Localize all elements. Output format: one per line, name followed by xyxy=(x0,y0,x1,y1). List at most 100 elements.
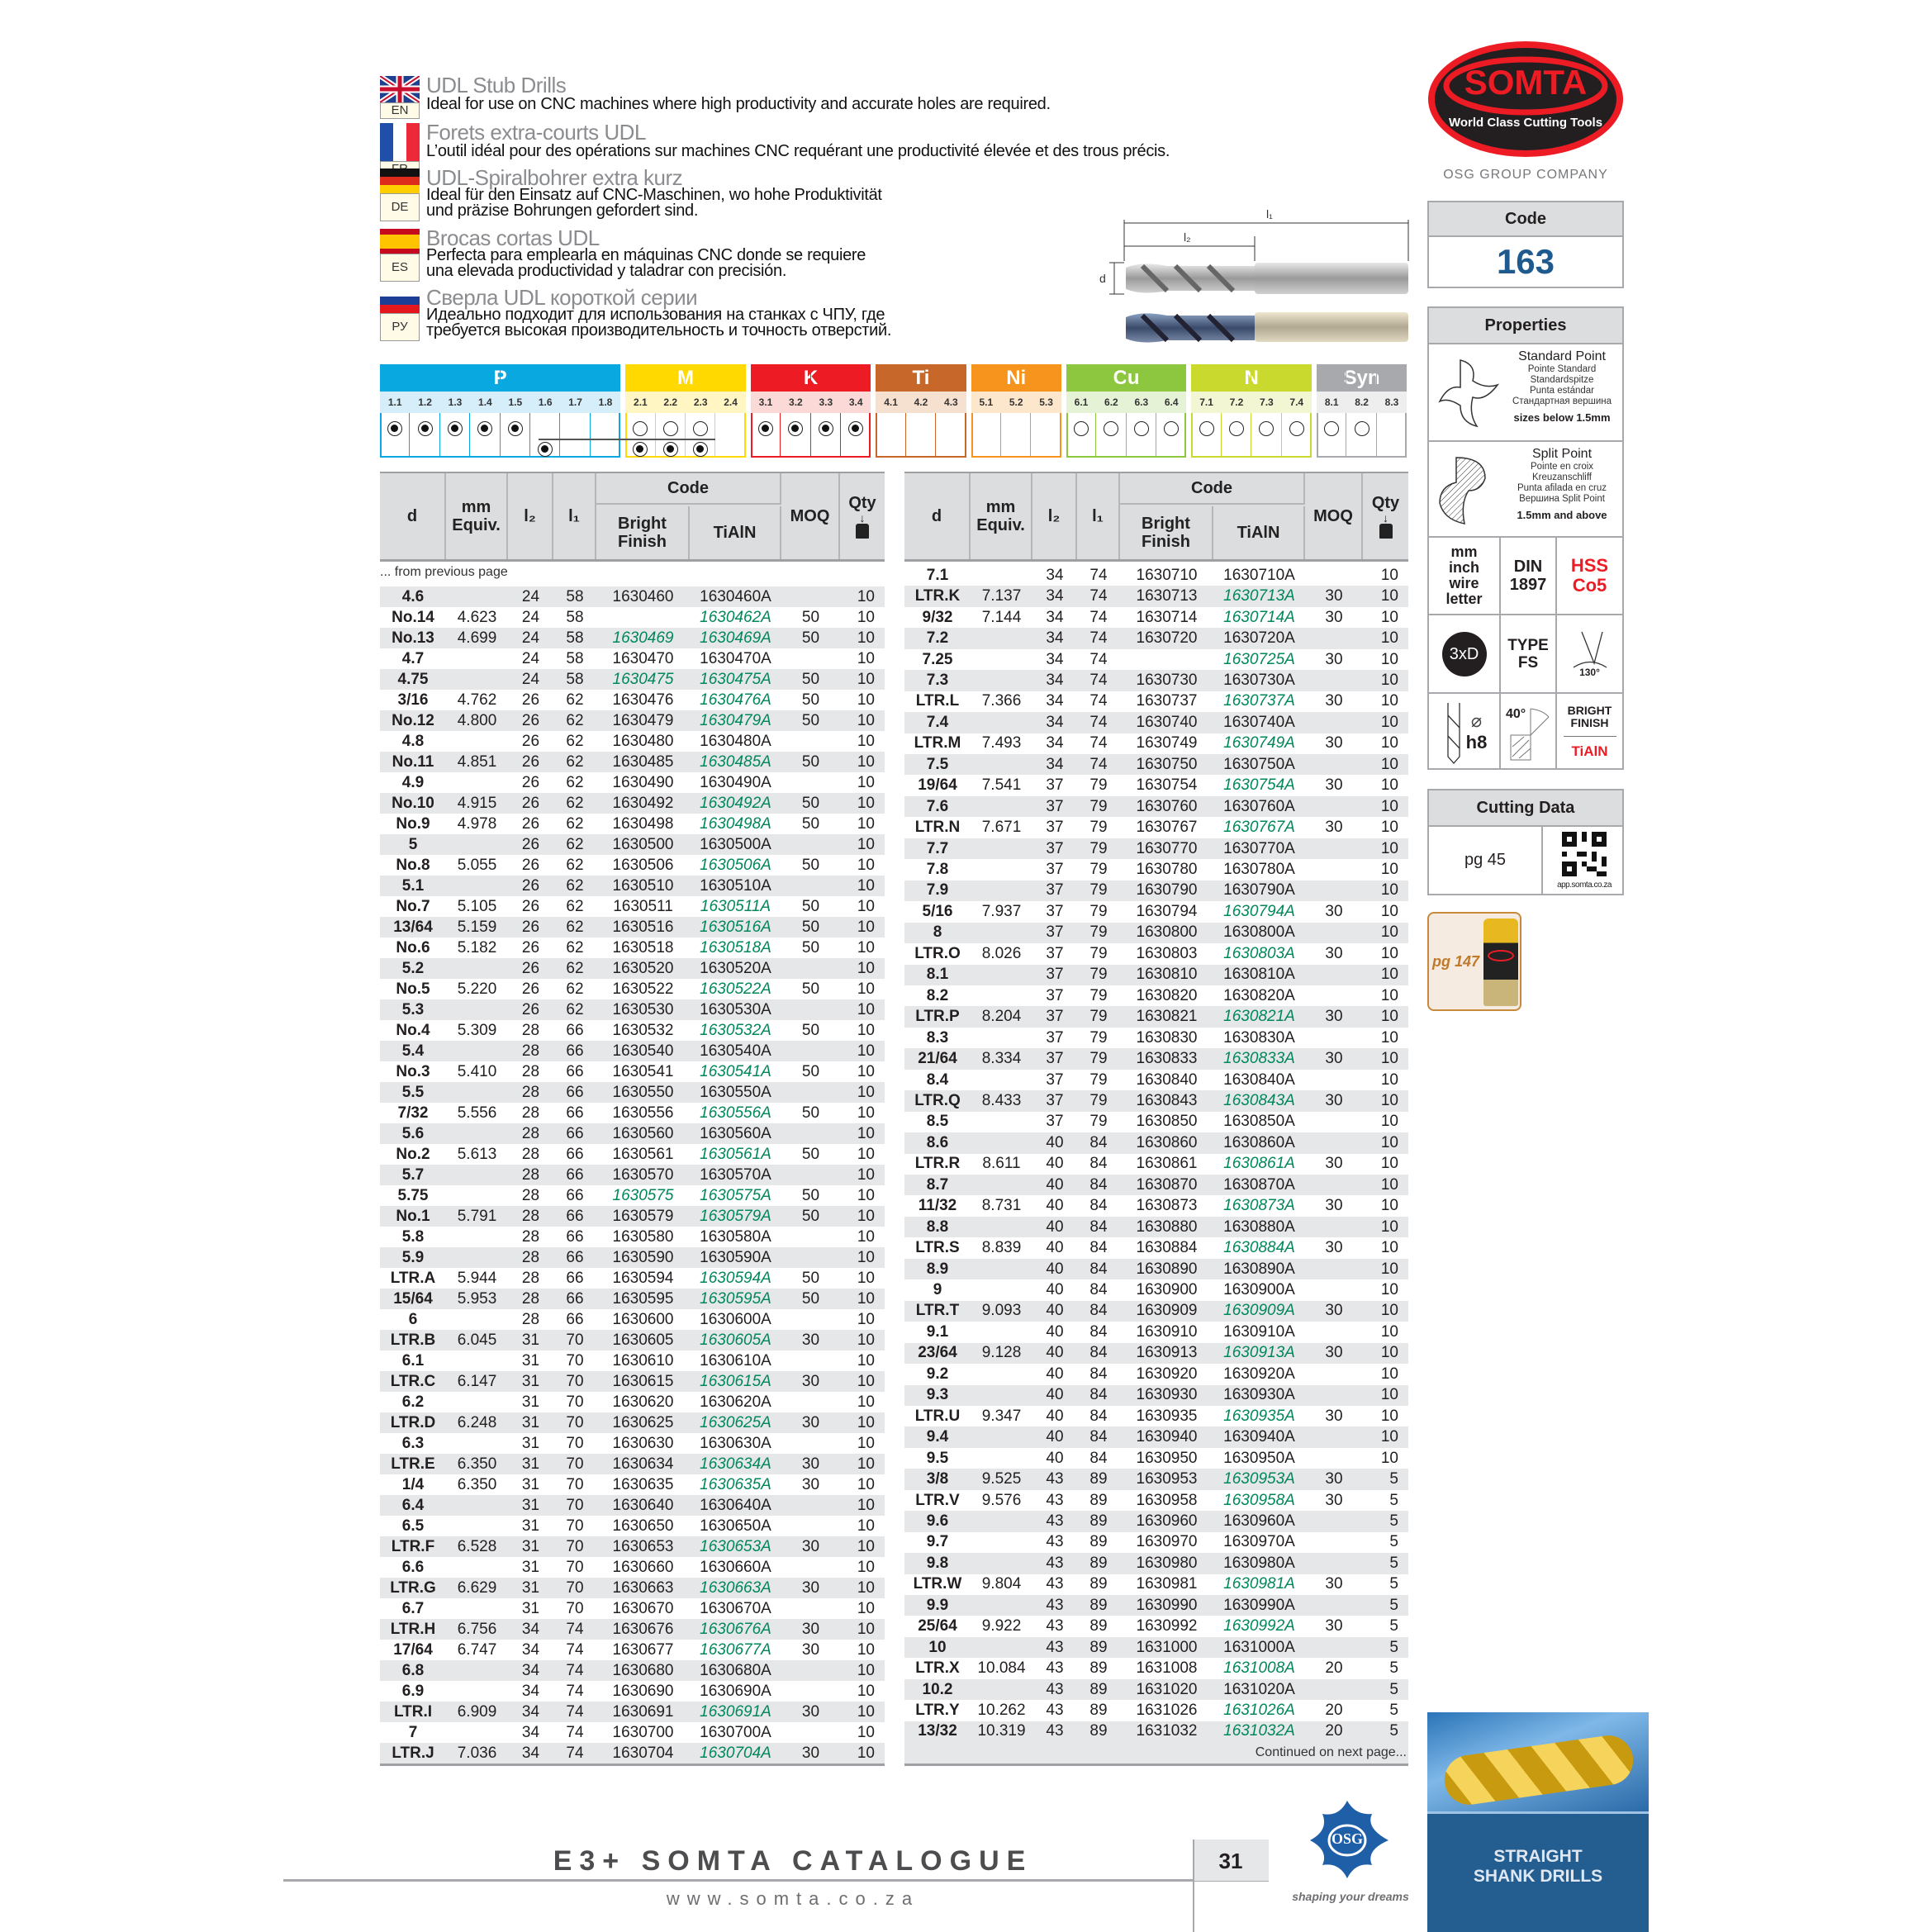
cell-tialn-code[interactable]: 1630595A xyxy=(700,1289,771,1308)
table-row[interactable]: 10 43 89 1631000 1631000A 5 xyxy=(904,1636,1408,1659)
table-row[interactable]: 6.9 34 74 1630690 1630690A 10 xyxy=(380,1681,885,1702)
cell-bright-finish-code[interactable]: 1630540 xyxy=(612,1042,674,1060)
cell-bright-finish-code[interactable]: 1630710 xyxy=(1136,566,1198,584)
table-row[interactable]: 19/64 7.541 37 79 1630754 1630754A 30 10 xyxy=(904,776,1408,796)
table-row[interactable]: LTR.U 9.347 40 84 1630935 1630935A 30 10 xyxy=(904,1406,1408,1426)
cell-bright-finish-code[interactable]: 1630610 xyxy=(612,1351,674,1369)
cell-bright-finish-code[interactable]: 1630480 xyxy=(612,732,674,750)
cell-bright-finish-code[interactable]: 1630820 xyxy=(1136,986,1198,1004)
cell-tialn-code[interactable]: 1630520A xyxy=(700,959,771,977)
cell-tialn-code[interactable]: 1630950A xyxy=(1223,1449,1295,1467)
cell-tialn-code[interactable]: 1630550A xyxy=(700,1083,771,1101)
cell-tialn-code[interactable]: 1630767A xyxy=(1223,819,1295,837)
cell-bright-finish-code[interactable]: 1630767 xyxy=(1136,819,1198,837)
cell-bright-finish-code[interactable]: 1630680 xyxy=(612,1661,674,1679)
cell-bright-finish-code[interactable]: 1630909 xyxy=(1136,1302,1198,1320)
table-row[interactable]: LTR.H 6.756 34 74 1630676 1630676A 30 10 xyxy=(380,1619,885,1640)
cell-bright-finish-code[interactable]: 1630940 xyxy=(1136,1428,1198,1446)
cell-tialn-code[interactable]: 1630913A xyxy=(1223,1344,1295,1362)
cell-bright-finish-code[interactable]: 1630980 xyxy=(1136,1554,1198,1572)
cell-bright-finish-code[interactable]: 1630992 xyxy=(1136,1617,1198,1635)
table-row[interactable]: No.11 4.851 26 62 1630485 1630485A 50 10 xyxy=(380,752,885,772)
table-row[interactable]: 7.25 34 74 1630725A 30 10 xyxy=(904,649,1408,670)
cell-tialn-code[interactable]: 1630880A xyxy=(1223,1218,1295,1236)
cell-tialn-code[interactable]: 1630830A xyxy=(1223,1028,1295,1047)
table-row[interactable]: 8 37 79 1630800 1630800A 10 xyxy=(904,922,1408,944)
table-row[interactable]: 8.9 40 84 1630890 1630890A 10 xyxy=(904,1258,1408,1280)
table-row[interactable]: No.7 5.105 26 62 1630511 1630511A 50 10 xyxy=(380,896,885,917)
cell-bright-finish-code[interactable]: 1630530 xyxy=(612,1000,674,1018)
table-row[interactable]: No.4 5.309 28 66 1630532 1630532A 50 10 xyxy=(380,1020,885,1041)
cell-bright-finish-code[interactable]: 1630970 xyxy=(1136,1533,1198,1551)
table-row[interactable]: No.12 4.800 26 62 1630479 1630479A 50 10 xyxy=(380,710,885,731)
table-row[interactable]: 7.3 34 74 1630730 1630730A 10 xyxy=(904,670,1408,691)
cell-tialn-code[interactable]: 1630580A xyxy=(700,1227,771,1246)
cell-tialn-code[interactable]: 1630820A xyxy=(1223,986,1295,1004)
cell-bright-finish-code[interactable]: 1630754 xyxy=(1136,776,1198,795)
cell-tialn-code[interactable]: 1630700A xyxy=(700,1723,771,1741)
cell-bright-finish-code[interactable]: 1630595 xyxy=(612,1289,674,1308)
cell-tialn-code[interactable]: 1630740A xyxy=(1223,713,1295,731)
table-row[interactable]: 3/16 4.762 26 62 1630476 1630476A 50 10 xyxy=(380,690,885,710)
cell-tialn-code[interactable]: 1630754A xyxy=(1223,776,1295,795)
cell-bright-finish-code[interactable]: 1630704 xyxy=(612,1744,674,1762)
cell-tialn-code[interactable]: 1630570A xyxy=(700,1165,771,1184)
cell-tialn-code[interactable]: 1630690A xyxy=(700,1682,771,1700)
table-row[interactable]: 9/32 7.144 34 74 1630714 1630714A 30 10 xyxy=(904,607,1408,628)
cell-bright-finish-code[interactable]: 1630500 xyxy=(612,835,674,853)
cell-bright-finish-code[interactable]: 1630690 xyxy=(612,1682,674,1700)
cell-tialn-code[interactable]: 1630760A xyxy=(1223,797,1295,815)
cell-bright-finish-code[interactable]: 1630760 xyxy=(1136,797,1198,815)
cell-tialn-code[interactable]: 1630953A xyxy=(1223,1470,1295,1488)
table-row[interactable]: 23/64 9.128 40 84 1630913 1630913A 30 10 xyxy=(904,1342,1408,1365)
cell-bright-finish-code[interactable]: 1630873 xyxy=(1136,1197,1198,1215)
cell-bright-finish-code[interactable]: 1630516 xyxy=(612,918,674,936)
cell-tialn-code[interactable]: 1630833A xyxy=(1223,1050,1295,1068)
cell-bright-finish-code[interactable]: 1630780 xyxy=(1136,861,1198,879)
table-row[interactable]: 6.1 31 70 1630610 1630610A 10 xyxy=(380,1351,885,1371)
cell-bright-finish-code[interactable]: 1630720 xyxy=(1136,629,1198,648)
table-row[interactable]: 4.6 24 58 1630460 1630460A 10 xyxy=(380,586,885,607)
cell-bright-finish-code[interactable]: 1630532 xyxy=(612,1021,674,1039)
table-row[interactable]: 9.1 40 84 1630910 1630910A 10 xyxy=(904,1322,1408,1342)
table-row[interactable]: No.3 5.410 28 66 1630541 1630541A 50 10 xyxy=(380,1061,885,1082)
cell-tialn-code[interactable]: 1630561A xyxy=(700,1145,771,1163)
cell-bright-finish-code[interactable]: 1630490 xyxy=(612,773,674,791)
cell-bright-finish-code[interactable]: 1631000 xyxy=(1136,1638,1198,1656)
cell-tialn-code[interactable]: 1630460A xyxy=(700,587,771,605)
cell-bright-finish-code[interactable]: 1630713 xyxy=(1136,587,1198,605)
cell-bright-finish-code[interactable]: 1630843 xyxy=(1136,1091,1198,1109)
cell-tialn-code[interactable]: 1630634A xyxy=(700,1455,771,1473)
table-row[interactable]: 4.9 26 62 1630490 1630490A 10 xyxy=(380,772,885,793)
table-row[interactable]: LTR.W 9.804 43 89 1630981 1630981A 30 5 xyxy=(904,1574,1408,1595)
table-row[interactable]: No.8 5.055 26 62 1630506 1630506A 50 10 xyxy=(380,855,885,876)
cell-bright-finish-code[interactable]: 1631032 xyxy=(1136,1722,1198,1740)
cell-tialn-code[interactable]: 1630810A xyxy=(1223,966,1295,984)
cell-tialn-code[interactable]: 1630704A xyxy=(700,1744,771,1762)
cell-tialn-code[interactable]: 1630737A xyxy=(1223,692,1295,710)
cell-tialn-code[interactable]: 1630803A xyxy=(1223,944,1295,962)
table-row[interactable]: 8.1 37 79 1630810 1630810A 10 xyxy=(904,964,1408,985)
cell-bright-finish-code[interactable]: 1630615 xyxy=(612,1372,674,1390)
table-row[interactable]: 7/32 5.556 28 66 1630556 1630556A 50 10 xyxy=(380,1103,885,1123)
cell-tialn-code[interactable]: 1630490A xyxy=(700,773,771,791)
table-row[interactable]: 5.1 26 62 1630510 1630510A 10 xyxy=(380,876,885,896)
table-row[interactable]: 17/64 6.747 34 74 1630677 1630677A 30 10 xyxy=(380,1640,885,1660)
cell-tialn-code[interactable]: 1630900A xyxy=(1223,1281,1295,1299)
table-row[interactable]: 5.8 28 66 1630580 1630580A 10 xyxy=(380,1227,885,1247)
cell-tialn-code[interactable]: 1630492A xyxy=(700,794,771,812)
cell-tialn-code[interactable]: 1630579A xyxy=(700,1207,771,1225)
cell-bright-finish-code[interactable]: 1630670 xyxy=(612,1599,674,1617)
table-row[interactable]: LTR.I 6.909 34 74 1630691 1630691A 30 10 xyxy=(380,1702,885,1722)
cell-bright-finish-code[interactable]: 1630953 xyxy=(1136,1470,1198,1488)
table-row[interactable]: LTR.J 7.036 34 74 1630704 1630704A 30 10 xyxy=(380,1743,885,1763)
cell-tialn-code[interactable]: 1630890A xyxy=(1223,1260,1295,1278)
table-row[interactable]: LTR.E 6.350 31 70 1630634 1630634A 30 10 xyxy=(380,1454,885,1474)
cell-tialn-code[interactable]: 1630676A xyxy=(700,1620,771,1638)
table-row[interactable]: 4.7 24 58 1630470 1630470A 10 xyxy=(380,648,885,669)
cell-tialn-code[interactable]: 1630594A xyxy=(700,1269,771,1287)
cell-tialn-code[interactable]: 1631032A xyxy=(1223,1722,1295,1740)
cell-bright-finish-code[interactable]: 1630475 xyxy=(612,670,674,688)
cell-tialn-code[interactable]: 1630960A xyxy=(1223,1512,1295,1530)
cell-tialn-code[interactable]: 1630714A xyxy=(1223,608,1295,626)
